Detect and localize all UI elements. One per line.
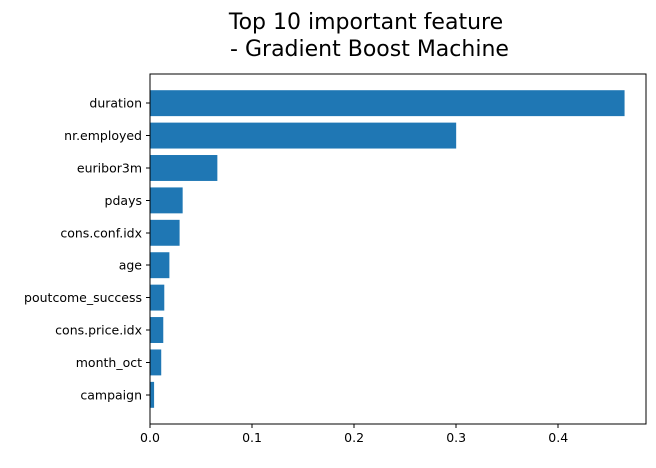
plot-frame — [149, 73, 647, 425]
x-tick-label: 0.1 — [242, 430, 262, 445]
x-axis-ticks: 0.0 0.1 0.2 0.3 0.4 — [140, 424, 568, 445]
bar-age — [150, 252, 170, 279]
y-tick-label: poutcome_success — [24, 290, 142, 305]
y-tick-label: euribor3m — [77, 160, 142, 175]
x-tick-label: 0.2 — [344, 430, 364, 445]
y-tick-label: cons.price.idx — [55, 323, 142, 338]
x-tick-label: 0.3 — [446, 430, 466, 445]
y-tick-label: campaign — [80, 387, 142, 402]
chart-title: Top 10 important feature - Gradient Boos… — [223, 10, 509, 62]
bar-duration — [150, 90, 625, 117]
bars-group — [150, 90, 625, 408]
bar-poutcome_success — [150, 284, 165, 311]
x-tick-label: 0.4 — [548, 430, 568, 445]
y-tick-label: duration — [89, 96, 142, 111]
bar-cons.conf.idx — [150, 219, 180, 246]
bar-euribor3m — [150, 155, 218, 181]
y-tick-label: pdays — [105, 193, 142, 208]
bar-nr.employed — [150, 122, 457, 149]
y-axis-ticks: duration nr.employed euribor3m pdays cons.co… — [24, 96, 150, 402]
x-tick-label: 0.0 — [140, 430, 160, 445]
y-tick-label: cons.conf.idx — [60, 225, 142, 240]
chart-title-line-2: - Gradient Boost Machine — [223, 37, 509, 62]
bar-pdays — [150, 187, 183, 214]
chart-title-line-1: Top 10 important feature — [228, 10, 503, 35]
bar-month_oct — [150, 349, 162, 376]
bar-cons.price.idx — [150, 317, 164, 343]
bar-campaign — [150, 381, 155, 408]
y-tick-label: nr.employed — [64, 128, 142, 143]
y-tick-label: age — [119, 258, 143, 273]
y-tick-label: month_oct — [76, 355, 142, 370]
